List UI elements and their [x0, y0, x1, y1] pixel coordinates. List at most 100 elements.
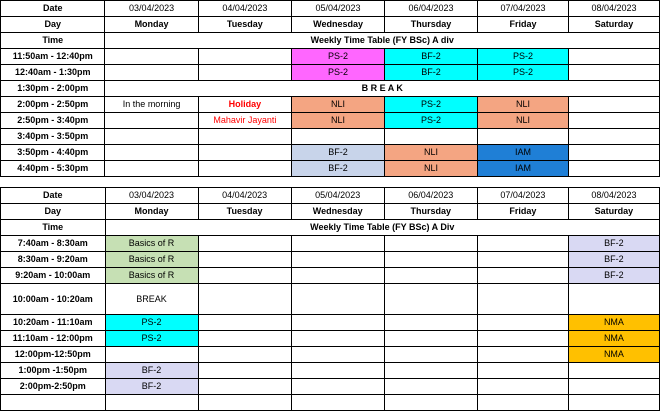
day-cell: Thursday: [384, 16, 478, 33]
date-cell: 07/04/2023: [477, 0, 569, 17]
schedule-cell: [290, 235, 385, 252]
break-banner: B R E A K: [104, 80, 660, 97]
day-cell: Friday: [476, 203, 569, 220]
schedule-cell: [291, 128, 386, 145]
row-time-label: 11:50am - 12:40pm: [0, 48, 106, 65]
table-row: 1:30pm - 2:00pm B R E A K: [0, 80, 660, 97]
schedule-cell: BF-2: [104, 378, 199, 395]
schedule-cell: [197, 330, 292, 347]
table-row: 4:40pm - 5:30pm BF-2 NLI IAM: [0, 160, 660, 177]
schedule-cell: BF-2: [291, 160, 386, 177]
schedule-cell: [290, 251, 385, 268]
header-row-date: Date 03/04/2023 04/04/2023 05/04/2023 06/04/…: [0, 187, 660, 204]
schedule-cell: NLI: [291, 96, 386, 113]
schedule-cell: [197, 267, 292, 284]
schedule-cell: BF-2: [384, 48, 478, 65]
table-row: 12:40am - 1:30pm PS-2 BF-2 PS-2: [0, 64, 660, 81]
schedule-cell: IAM: [477, 160, 569, 177]
header-row-day: Day Monday Tuesday Wednesday Thursday Friday S…: [0, 203, 660, 220]
schedule-cell: PS-2: [384, 112, 478, 129]
schedule-cell: NLI: [477, 96, 569, 113]
schedule-cell: NLI: [384, 160, 478, 177]
schedule-cell: BF-2: [384, 64, 478, 81]
day-cell: Wednesday: [290, 203, 385, 220]
schedule-cell: PS-2: [384, 96, 478, 113]
schedule-cell: [383, 235, 478, 252]
schedule-cell: [383, 314, 478, 331]
table-row: 3:50pm - 4:40pm BF-2 NLI IAM: [0, 144, 660, 161]
day-label: Day: [0, 16, 106, 33]
schedule-cell: IAM: [477, 144, 569, 161]
table-row: 12:00pm-12:50pm NMA: [0, 346, 660, 363]
table-row: 3:40pm - 3:50pm: [0, 128, 660, 145]
timetable-banner: Weekly Time Table (FY BSc) A Div: [104, 219, 660, 236]
schedule-cell: [476, 330, 569, 347]
schedule-cell: [290, 330, 385, 347]
schedule-cell: [197, 48, 293, 65]
row-time-label: 1:00pm -1:50pm: [0, 362, 106, 379]
schedule-cell: [290, 346, 385, 363]
date-cell: 08/04/2023: [567, 0, 660, 17]
table-row: 2:00pm - 2:50pm In the morning Holiday NLI P…: [0, 96, 660, 113]
table-row: 7:40am - 8:30am Basics of R BF-2: [0, 235, 660, 252]
schedule-cell: [567, 96, 660, 113]
schedule-cell: PS-2: [104, 314, 199, 331]
schedule-cell: [197, 362, 292, 379]
schedule-cell: PS-2: [104, 330, 199, 347]
day-cell: Wednesday: [291, 16, 386, 33]
table-row: 10:00am - 10:20am BREAK: [0, 283, 660, 315]
schedule-cell: [290, 362, 385, 379]
schedule-cell: [567, 144, 660, 161]
schedule-cell: NLI: [291, 112, 386, 129]
row-time-label: 1:30pm - 2:00pm: [0, 80, 106, 97]
schedule-cell: [197, 346, 292, 363]
day-cell: Tuesday: [197, 16, 293, 33]
row-time-label: 3:40pm - 3:50pm: [0, 128, 106, 145]
schedule-cell: [104, 112, 199, 129]
day-cell: Monday: [104, 203, 199, 220]
schedule-cell: [197, 314, 292, 331]
day-cell: Saturday: [567, 203, 660, 220]
row-time-label: 2:00pm - 2:50pm: [0, 96, 106, 113]
schedule-cell: [383, 251, 478, 268]
schedule-cell: [197, 283, 292, 315]
day-cell: Saturday: [567, 16, 660, 33]
schedule-cell: Basics of R: [104, 267, 199, 284]
schedule-cell: [476, 394, 569, 411]
date-cell: 03/04/2023: [104, 187, 199, 204]
schedule-cell: [290, 378, 385, 395]
schedule-cell: [476, 346, 569, 363]
date-label: Date: [0, 187, 106, 204]
schedule-cell: BREAK: [105, 283, 199, 315]
schedule-cell: PS-2: [291, 48, 386, 65]
timetable-banner: Weekly Time Table (FY BSc) A div: [104, 32, 660, 49]
schedule-cell: [476, 283, 569, 315]
date-cell: 06/04/2023: [384, 0, 478, 17]
schedule-cell: [104, 346, 199, 363]
table-separator: [0, 177, 660, 187]
schedule-cell: NLI: [477, 112, 569, 129]
schedule-cell: [104, 144, 199, 161]
schedule-cell: [383, 346, 478, 363]
schedule-cell: [477, 128, 569, 145]
schedule-cell: [567, 378, 660, 395]
schedule-cell: [197, 160, 293, 177]
schedule-cell: In the morning: [104, 96, 199, 113]
date-cell: 08/04/2023: [567, 187, 660, 204]
schedule-cell: [476, 314, 569, 331]
schedule-cell: Holiday: [197, 96, 293, 113]
day-cell: Thursday: [383, 203, 478, 220]
schedule-cell: [290, 394, 385, 411]
schedule-cell: [197, 144, 293, 161]
schedule-cell: Mahavir Jayanti: [197, 112, 293, 129]
schedule-cell: [104, 48, 199, 65]
day-cell: Friday: [477, 16, 569, 33]
schedule-cell: BF-2: [567, 251, 660, 268]
day-label: Day: [0, 203, 106, 220]
header-row-time: Time Weekly Time Table (FY BSc) A div: [0, 32, 660, 49]
schedule-cell: [567, 362, 660, 379]
schedule-cell: Basics of R: [104, 235, 199, 252]
schedule-cell: [476, 251, 569, 268]
timetable-morning-afternoon: Date 03/04/2023 04/04/2023 05/04/2023 06/04/…: [0, 0, 660, 177]
schedule-cell: [383, 330, 478, 347]
